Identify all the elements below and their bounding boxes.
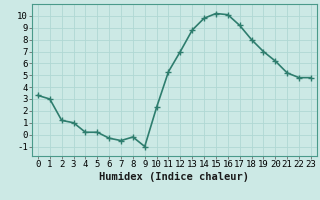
X-axis label: Humidex (Indice chaleur): Humidex (Indice chaleur)	[100, 172, 249, 182]
